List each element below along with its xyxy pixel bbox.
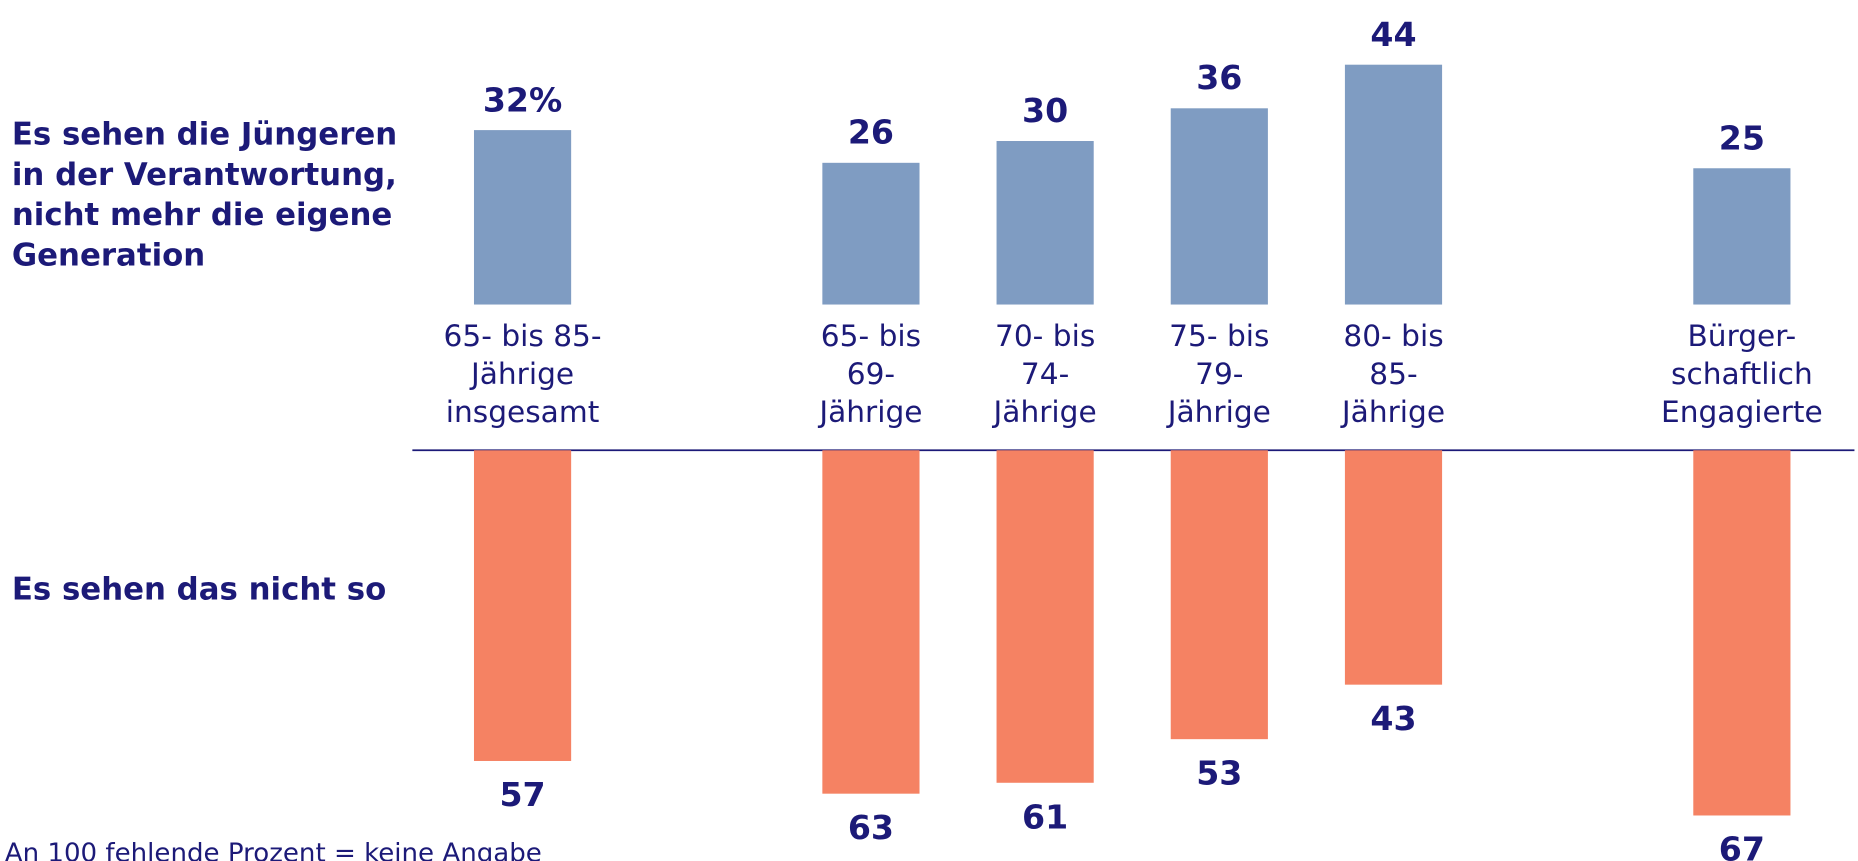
- bar: [1693, 168, 1791, 305]
- series-label: Es sehen die Jüngeren in der Verantwortu…: [11, 117, 398, 274]
- data-label: 26: [847, 113, 895, 153]
- bar: [473, 130, 572, 305]
- data-label: 44: [1370, 14, 1417, 55]
- data-label: 61: [1022, 796, 1069, 837]
- bar: [996, 450, 1094, 783]
- bar: [1170, 450, 1268, 740]
- x-tick-label: 65- bis 69- Jährige: [819, 318, 923, 429]
- data-label: 32%: [482, 80, 563, 120]
- series-label: Es sehen das nicht so: [11, 572, 387, 608]
- data-label: 63: [847, 807, 895, 847]
- bar: [1344, 64, 1443, 305]
- data-label: 36: [1196, 58, 1243, 98]
- bar: [473, 450, 572, 761]
- data-label: 67: [1718, 829, 1765, 861]
- data-label: 25: [1718, 118, 1765, 158]
- x-tick-label: 80- bis 85- Jährige: [1341, 318, 1446, 429]
- footnote: An 100 fehlende Prozent = keine Angabe: [4, 838, 542, 861]
- x-tick-label: Bürger- schaftlich Engagierte: [1661, 318, 1823, 429]
- bar: [1170, 108, 1268, 305]
- data-label: 53: [1196, 753, 1243, 793]
- x-tick-label: 65- bis 85- Jährige insgesamt: [443, 318, 602, 429]
- x-tick-label: 75- bis 79- Jährige: [1167, 318, 1271, 429]
- bar: [822, 450, 920, 794]
- bar: [996, 141, 1094, 305]
- bar: [1344, 450, 1443, 685]
- x-tick-label: 70- bis 74- Jährige: [993, 318, 1097, 429]
- data-label: 57: [499, 775, 546, 815]
- data-label: 30: [1022, 91, 1069, 131]
- data-label: 43: [1370, 698, 1417, 738]
- bar: [822, 162, 920, 305]
- bar: [1693, 450, 1791, 816]
